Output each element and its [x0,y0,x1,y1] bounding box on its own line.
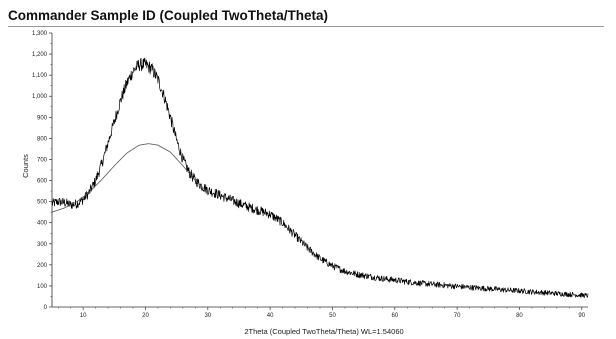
x-tick-label: 50 [329,313,336,319]
x-tick-label: 90 [578,313,585,319]
y-tick-label: 0 [44,305,48,311]
y-tick-label: 300 [37,242,48,248]
y-tick-label: 700 [37,157,48,163]
x-tick-label: 20 [142,313,149,319]
y-tick-label: 800 [37,136,48,142]
amorphous-hump-fit-line [51,143,209,213]
y-tick-label: 100 [37,284,48,290]
x-tick-label: 80 [516,313,523,319]
y-axis-label: Counts [21,154,30,178]
x-tick-label: 40 [267,313,274,319]
y-tick-label: 1,200 [32,52,48,58]
y-tick-label: 500 [37,200,48,206]
y-tick-label: 1,000 [32,94,48,100]
y-tick-label: 900 [37,115,48,121]
x-tick-label: 30 [204,313,211,319]
y-tick-label: 600 [37,179,48,185]
x-tick-label: 10 [80,313,87,319]
measured-pattern-line [51,57,589,298]
chart-title: Commander Sample ID (Coupled TwoTheta/Th… [8,8,329,23]
y-tick-label: 400 [37,221,48,227]
data-series [51,57,589,298]
x-tick-label: 70 [454,313,461,319]
y-tick-label: 200 [37,263,48,269]
y-axis-ticks: 0 100 200 300 400 500 600 700 800 900 1,000 1,100 1,… [32,31,52,311]
x-tick-label: 60 [391,313,398,319]
x-axis-label: 2Theta (Coupled TwoTheta/Theta) WL=1.540… [244,327,403,336]
y-tick-label: 1,100 [32,73,48,79]
title-divider [8,26,604,27]
y-tick-label: 1,300 [32,31,48,37]
x-axis-ticks: 10 20 30 40 50 60 70 80 90 [57,307,586,319]
